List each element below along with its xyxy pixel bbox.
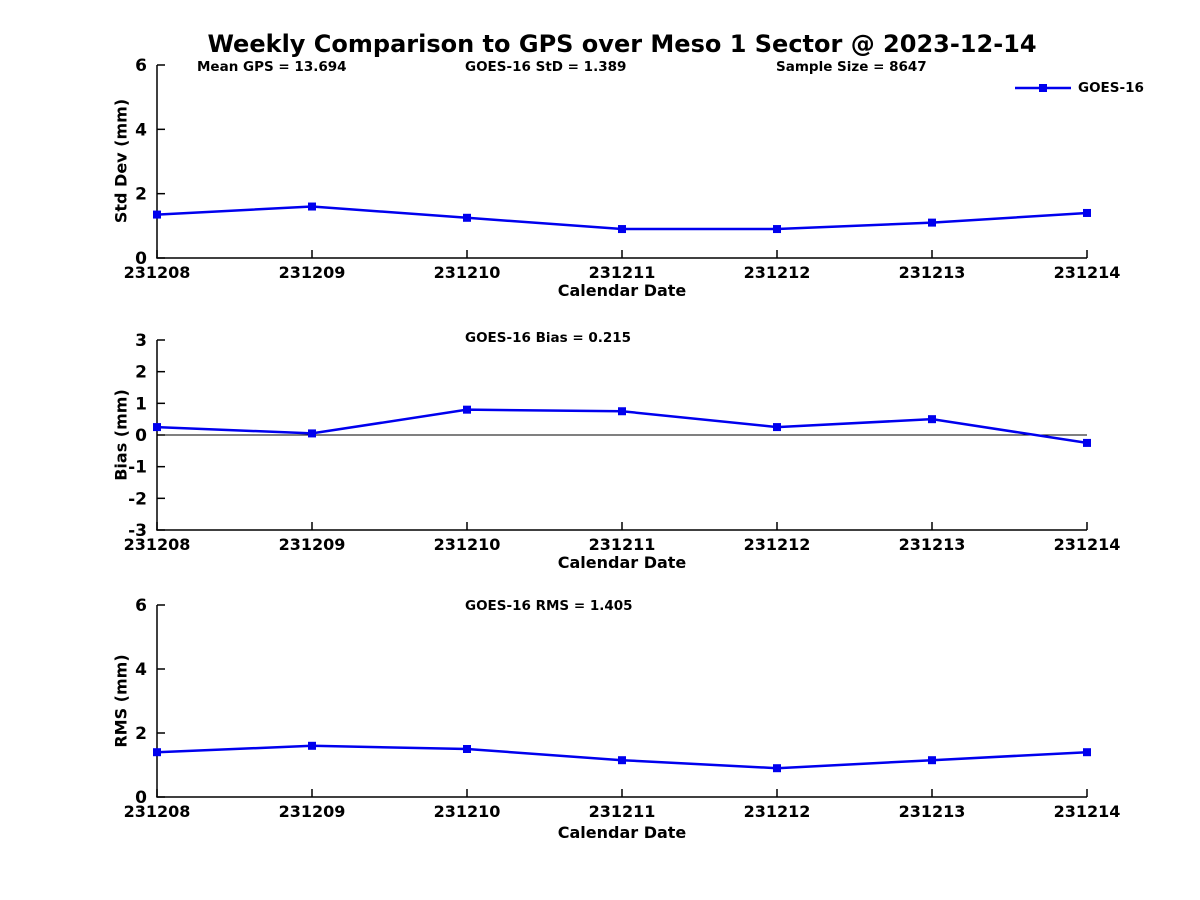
legend-line-marker-icon (1015, 84, 1071, 92)
data-point-marker (618, 756, 626, 765)
x-tick-label: 231209 (279, 263, 346, 282)
y-tick-label: 3 (135, 331, 147, 351)
data-point-marker (1083, 438, 1091, 447)
legend-label: GOES-16 (1078, 80, 1144, 96)
y-tick-label: 0 (135, 426, 147, 446)
x-tick-label: 231211 (589, 263, 656, 282)
annotation-goes-std: GOES-16 StD = 1.389 (465, 59, 627, 75)
y-tick-label: -3 (128, 521, 147, 541)
x-tick-label: 231210 (434, 802, 501, 821)
data-point-marker (928, 756, 936, 765)
data-point-marker (1083, 748, 1091, 757)
y-tick-label: -2 (128, 489, 147, 509)
data-point-marker (618, 225, 626, 234)
data-point-marker (773, 764, 781, 773)
figure-title: Weekly Comparison to GPS over Meso 1 Sec… (207, 30, 1037, 58)
data-point-marker (153, 210, 161, 219)
legend: GOES-16 (1015, 80, 1144, 96)
x-tick-label: 231213 (899, 263, 966, 282)
x-tick-label: 231212 (744, 535, 811, 554)
data-point-marker (1083, 208, 1091, 217)
data-point-marker (618, 407, 626, 416)
x-tick-label: 231208 (124, 263, 191, 282)
x-tick-label: 231210 (434, 263, 501, 282)
data-point-marker (308, 202, 316, 211)
data-point-marker (308, 429, 316, 438)
data-point-marker (928, 415, 936, 424)
x-tick-label: 231212 (744, 263, 811, 282)
x-tick-label: 231214 (1054, 535, 1121, 554)
data-point-marker (773, 423, 781, 432)
y-tick-label: 4 (135, 660, 147, 680)
data-point-marker (308, 741, 316, 750)
y-tick-label: 6 (135, 596, 147, 616)
annotation-mean-gps: Mean GPS = 13.694 (197, 59, 347, 75)
data-point-marker (463, 745, 471, 753)
x-tick-label: 231209 (279, 802, 346, 821)
data-point-marker (153, 423, 161, 432)
x-tick-label: 231208 (124, 535, 191, 554)
x-tick-label: 231210 (434, 535, 501, 554)
x-tick-label: 231214 (1054, 263, 1121, 282)
annotation-sample-size: Sample Size = 8647 (776, 59, 927, 75)
y-tick-label: 6 (135, 56, 147, 76)
y-tick-label: -1 (128, 458, 147, 478)
data-point-marker (463, 405, 471, 414)
x-tick-label: 231211 (589, 802, 656, 821)
x-tick-label: 231213 (899, 535, 966, 554)
x-tick-label: 231209 (279, 535, 346, 554)
x-axis-label-1: Calendar Date (557, 281, 687, 300)
x-tick-label: 231211 (589, 535, 656, 554)
data-point-marker (928, 218, 936, 227)
subplot-rms-title: GOES-16 RMS = 1.405 (465, 598, 633, 614)
y-tick-label: 2 (135, 724, 147, 744)
x-tick-label: 231212 (744, 802, 811, 821)
y-tick-label: 0 (135, 788, 147, 808)
x-axis-label-3: Calendar Date (557, 823, 687, 842)
x-tick-label: 231214 (1054, 802, 1121, 821)
y-tick-label: 0 (135, 249, 147, 269)
y-tick-label: 2 (135, 185, 147, 205)
x-tick-label: 231208 (124, 802, 191, 821)
subplot-bias-title: GOES-16 Bias = 0.215 (465, 330, 632, 346)
data-point-marker (773, 225, 781, 234)
x-axis-label-2: Calendar Date (557, 553, 687, 572)
y-tick-label: 4 (135, 120, 147, 140)
x-tick-label: 231213 (899, 802, 966, 821)
y-tick-label: 1 (135, 394, 147, 414)
data-point-marker (463, 213, 471, 222)
y-tick-label: 2 (135, 363, 147, 383)
data-point-marker (153, 748, 161, 757)
